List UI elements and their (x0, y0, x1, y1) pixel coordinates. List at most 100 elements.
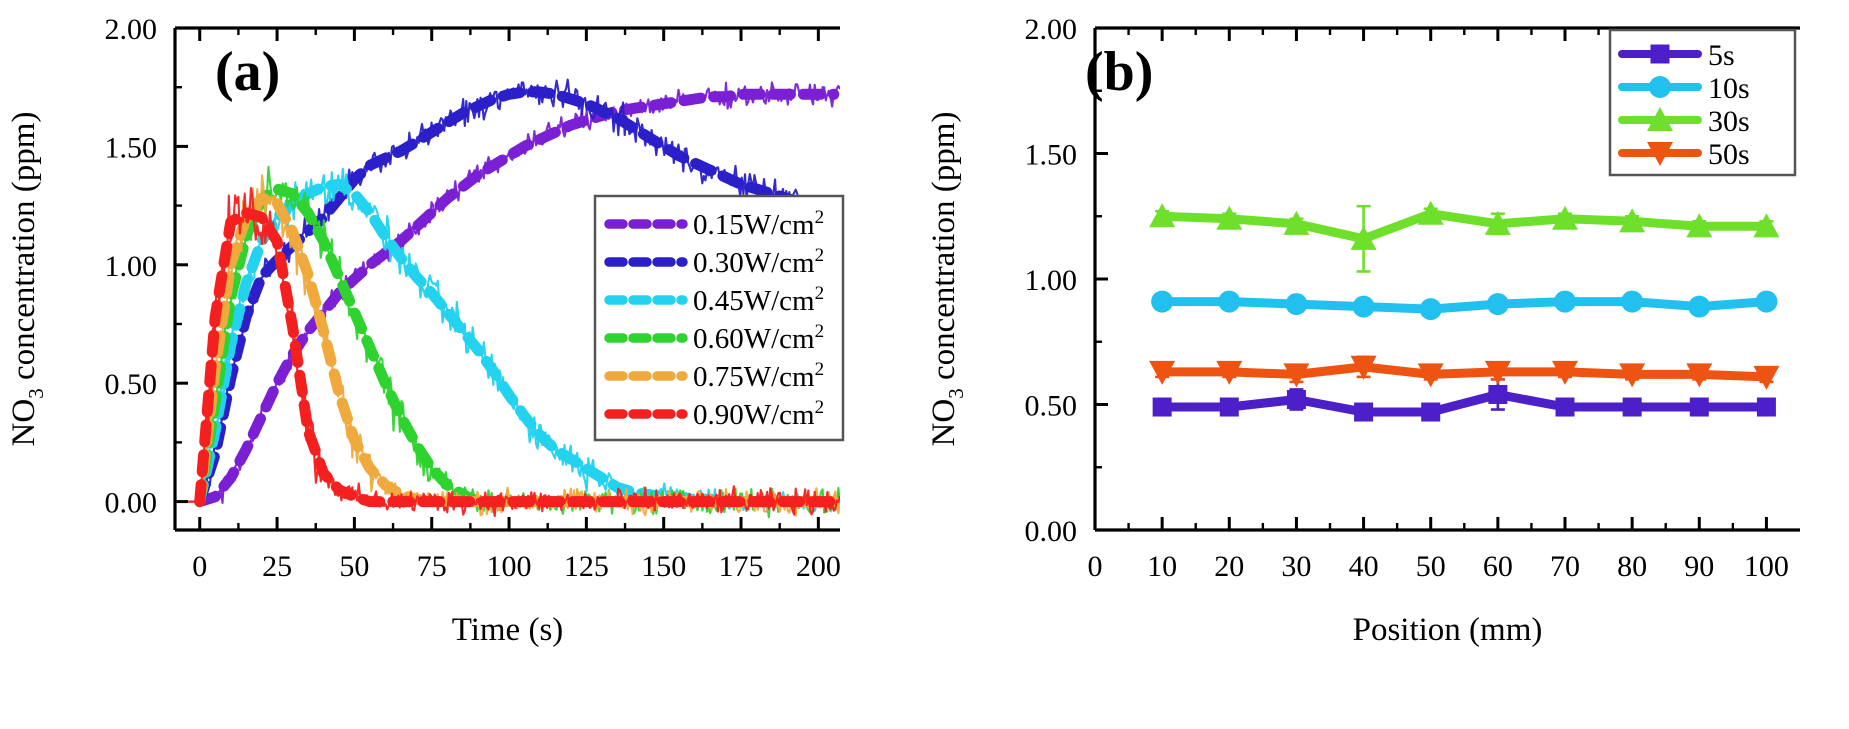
panel-b-xtick-label: 10 (1147, 550, 1177, 583)
triangle-down-marker (1216, 360, 1243, 385)
panel-b-xtick-label: 40 (1349, 550, 1379, 583)
circle-marker (1621, 290, 1644, 313)
triangle-up-marker (1686, 213, 1713, 238)
panel-a-legend-box (593, 194, 845, 442)
square-marker (1650, 44, 1670, 64)
panel-b-y-axis-title: NO3 concentration (ppm) (926, 112, 968, 447)
circle-marker (1151, 290, 1174, 313)
panel-a-ytick-label: 0.00 (105, 487, 158, 520)
panel-b-xtick-label: 70 (1550, 550, 1580, 583)
panel-a-ytick-label: 0.50 (105, 368, 158, 401)
circle-marker (1285, 293, 1308, 316)
panel-b-legend-label-1: 5s (1708, 39, 1735, 72)
triangle-up-marker (1552, 205, 1578, 230)
panel-a-tag: (a) (215, 41, 280, 103)
panel-b-series-50s (1149, 355, 1780, 390)
panel-b-xtick-label: 60 (1483, 550, 1513, 583)
panel-a-xtick-label: 200 (796, 550, 841, 583)
panel-b-labels-layer: 0 10 20 30 40 50 60 70 80 90 100 0.00 0.50 1.00 1.50 2.… (926, 13, 1789, 648)
circle-marker (1554, 290, 1576, 313)
panel-a-legend-label-1: 0.15W/cm2 (693, 207, 824, 241)
circle-marker (1688, 295, 1711, 318)
panel-a-fit-6 (194, 207, 840, 508)
panel-a-xtick-label: 0 (192, 550, 207, 583)
panel-b-legend-label-4: 50s (1708, 138, 1750, 171)
triangle-down-marker (1552, 360, 1578, 385)
square-marker (1622, 397, 1642, 417)
circle-marker (1419, 298, 1442, 321)
panel-b-ytick-label: 2.00 (1025, 13, 1078, 46)
square-marker (1152, 397, 1172, 417)
square-marker (1555, 397, 1575, 417)
panel-b-ytick-label: 1.50 (1025, 139, 1078, 172)
square-marker (1286, 389, 1306, 409)
circle-marker (1352, 295, 1375, 318)
panel-b-legend-label-3: 30s (1708, 105, 1750, 138)
panel-b: 0 10 20 30 40 50 60 70 80 90 100 0.00 0.50 1.00 1.50 2.… (920, 0, 1849, 729)
triangle-down-marker (1149, 360, 1176, 385)
triangle-up-marker (1484, 210, 1511, 235)
triangle-down-marker (1417, 363, 1444, 388)
triangle-down-marker (1619, 363, 1646, 388)
panel-b-ytick-label: 0.00 (1025, 515, 1078, 548)
square-marker (1421, 402, 1441, 422)
panel-a-xtick-label: 25 (262, 550, 292, 583)
triangle-down-marker (1283, 363, 1310, 388)
panel-b-series-30s (1149, 200, 1780, 273)
panel-b-series-10s (1151, 290, 1778, 321)
panel-a-xtick-label: 100 (487, 550, 532, 583)
circle-marker (1218, 290, 1241, 313)
panel-b-series-layer (1149, 200, 1780, 422)
triangle-down-marker (1647, 141, 1673, 166)
triangle-up-marker (1149, 203, 1176, 228)
circle-marker (1486, 293, 1509, 316)
panel-b-xtick-label: 50 (1416, 550, 1446, 583)
triangle-down-marker (1686, 363, 1713, 388)
panel-a: 0 25 50 75 100 125 150 175 200 0.00 0.50 1.00 1.50 2.… (0, 0, 900, 729)
panel-a-legend-label-4: 0.60W/cm2 (693, 321, 824, 355)
triangle-up-marker (1753, 213, 1780, 238)
circle-marker (1649, 76, 1671, 98)
triangle-up-marker (1417, 200, 1444, 225)
panel-a-series-layer (175, 78, 840, 519)
panel-a-xtick-label: 125 (564, 550, 609, 583)
panel-a-ytick-label: 1.50 (105, 131, 158, 164)
triangle-up-marker (1619, 208, 1646, 233)
triangle-down-marker (1350, 355, 1377, 380)
triangle-down-marker (1753, 365, 1780, 390)
triangle-up-marker (1350, 225, 1377, 250)
panel-a-legend-label-3: 0.45W/cm2 (693, 283, 824, 317)
panel-a-fit-2 (194, 86, 840, 508)
square-marker (1354, 402, 1374, 422)
panel-a-legend-label-6: 0.90W/cm2 (693, 397, 824, 431)
panel-a-ytick-label: 1.00 (105, 250, 158, 283)
panel-b-legend-label-2: 10s (1708, 72, 1750, 105)
panel-b-x-axis-title: Position (mm) (1353, 612, 1543, 648)
panel-b-xtick-label: 100 (1744, 550, 1789, 583)
panel-b-axes-layer (1093, 26, 1800, 532)
circle-marker (1755, 290, 1778, 313)
panel-b-ytick-label: 0.50 (1025, 390, 1078, 423)
panel-a-ytick-label: 2.00 (105, 13, 158, 46)
panel-b-tag: (b) (1085, 41, 1153, 103)
square-marker (1756, 397, 1776, 417)
square-marker (1219, 397, 1239, 417)
triangle-up-marker (1647, 107, 1673, 132)
panel-b-svg: 0 10 20 30 40 50 60 70 80 90 100 0.00 0.50 1.00 1.50 2.… (926, 13, 1800, 648)
panel-a-fit-1 (194, 88, 840, 508)
square-marker (1689, 397, 1709, 417)
panel-a-legend[interactable]: 0.15W/cm2 0.30W/cm2 0.45W/cm2 0.60W/cm2 0.75… (593, 194, 845, 442)
panel-a-x-axis-title: Time (s) (452, 612, 564, 648)
panel-b-xtick-label: 90 (1684, 550, 1714, 583)
triangle-up-marker (1283, 210, 1310, 235)
panel-a-legend-label-5: 0.75W/cm2 (693, 359, 824, 393)
panel-a-xtick-label: 50 (339, 550, 369, 583)
triangle-up-marker (1216, 205, 1243, 230)
panel-a-xtick-label: 75 (417, 550, 447, 583)
panel-a-xtick-label: 175 (719, 550, 764, 583)
panel-a-svg: 0 25 50 75 100 125 150 175 200 0.00 0.50 1.00 1.50 2.… (6, 13, 845, 648)
panel-a-y-axis-title: NO3 concentration (ppm) (6, 112, 48, 447)
panel-b-ytick-label: 1.00 (1025, 264, 1078, 297)
